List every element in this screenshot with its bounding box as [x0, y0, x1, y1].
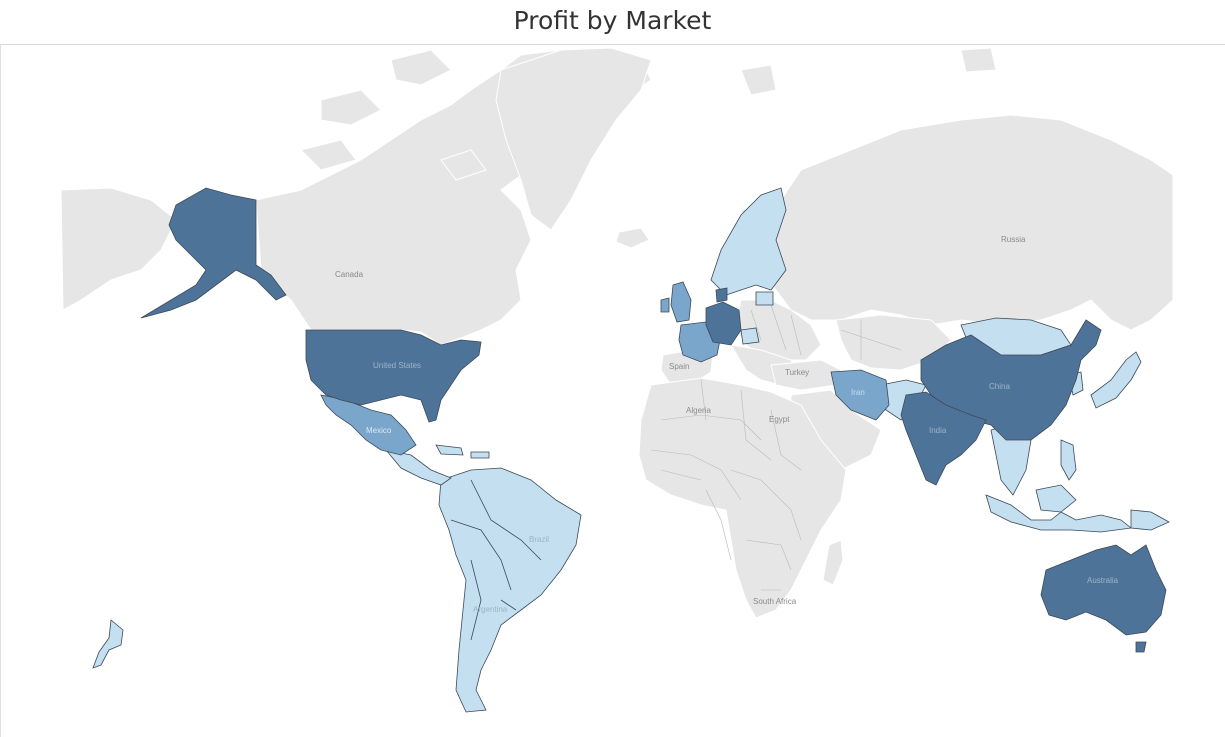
country-greenland[interactable]: [495, 47, 652, 231]
country-australia[interactable]: [1040, 544, 1167, 636]
country-india[interactable]: [900, 391, 987, 486]
label-russia: Russia: [1001, 235, 1026, 244]
papua-new-guinea[interactable]: [1130, 509, 1170, 531]
label-algeria: Algeria: [686, 406, 711, 415]
country-russia[interactable]: [740, 114, 1174, 331]
chukotka-left: [60, 187, 177, 311]
country-germany[interactable]: [705, 301, 742, 346]
label-spain: Spain: [669, 362, 689, 371]
caribbean-islands[interactable]: [435, 444, 490, 459]
label-china: China: [989, 382, 1010, 391]
title-bar: Profit by Market: [0, 0, 1225, 45]
borneo[interactable]: [1035, 484, 1077, 513]
chart-title: Profit by Market: [513, 6, 712, 35]
country-mexico[interactable]: [320, 394, 417, 456]
central-america[interactable]: [384, 449, 452, 486]
continent-africa: [638, 377, 847, 619]
label-mexico: Mexico: [366, 426, 392, 435]
europe-light[interactable]: [740, 327, 760, 345]
indonesia[interactable]: [985, 494, 1132, 533]
country-united-states[interactable]: [305, 329, 482, 423]
label-canada: Canada: [335, 270, 364, 279]
label-brazil: Brazil: [529, 535, 549, 544]
country-denmark[interactable]: [715, 287, 728, 303]
label-india: India: [929, 426, 947, 435]
philippines[interactable]: [1060, 439, 1077, 481]
profit-high-countries: [140, 187, 1167, 653]
south-america[interactable]: [438, 467, 582, 713]
label-egypt: Egypt: [769, 415, 790, 424]
label-united-states: United States: [373, 361, 421, 370]
country-new-zealand[interactable]: [92, 619, 124, 669]
label-argentina: Argentina: [473, 605, 508, 614]
baltic-states[interactable]: [755, 291, 774, 306]
country-japan[interactable]: [1090, 351, 1142, 409]
world-map[interactable]: Canada United States Mexico Brazil Argen…: [1, 45, 1225, 737]
central-asia: [835, 314, 952, 371]
south-america-borders: [450, 479, 542, 641]
tasmania[interactable]: [1135, 641, 1147, 653]
label-south-africa: South Africa: [753, 597, 797, 606]
label-turkey: Turkey: [785, 368, 809, 377]
alaska[interactable]: [140, 187, 287, 319]
label-iran: Iran: [851, 388, 865, 397]
nordics[interactable]: [710, 187, 787, 296]
country-iran[interactable]: [830, 369, 890, 421]
country-labels: Canada United States Mexico Brazil Argen…: [335, 235, 1119, 614]
no-data-land: [60, 47, 1174, 619]
no-data-borders: [650, 304, 902, 591]
country-madagascar[interactable]: [822, 539, 844, 586]
label-australia: Australia: [1087, 576, 1119, 585]
canada-islands: [300, 49, 487, 181]
profit-mid-countries: [320, 281, 890, 456]
country-uk[interactable]: [660, 281, 692, 323]
country-iceland[interactable]: [615, 227, 650, 249]
greenland-spitsbergen: [740, 47, 997, 96]
map-container[interactable]: Canada United States Mexico Brazil Argen…: [0, 45, 1225, 737]
